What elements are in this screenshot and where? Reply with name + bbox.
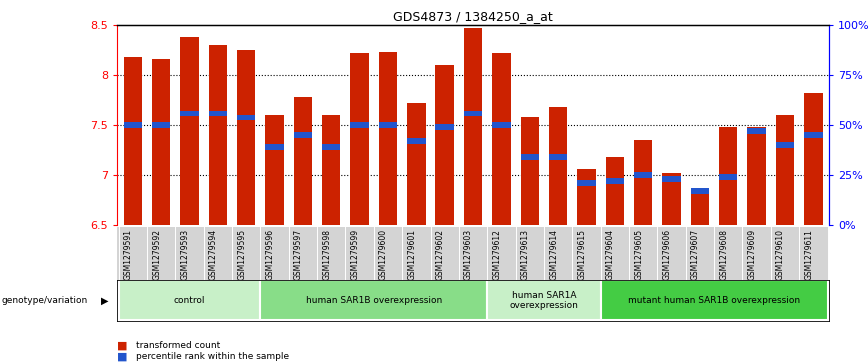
Bar <box>634 172 653 178</box>
Bar <box>606 157 624 225</box>
Text: GSM1279604: GSM1279604 <box>606 229 615 280</box>
Text: genotype/variation: genotype/variation <box>2 296 88 305</box>
Bar <box>322 115 340 225</box>
Bar <box>181 110 199 116</box>
Text: GSM1279591: GSM1279591 <box>124 229 133 280</box>
Text: GSM1279608: GSM1279608 <box>720 229 728 280</box>
Text: ▶: ▶ <box>101 295 108 305</box>
Text: GSM1279607: GSM1279607 <box>691 229 700 280</box>
Text: GSM1279592: GSM1279592 <box>152 229 161 280</box>
Text: GSM1279605: GSM1279605 <box>635 229 643 280</box>
Bar <box>293 97 312 225</box>
Bar <box>577 169 595 225</box>
Bar <box>181 37 199 225</box>
Title: GDS4873 / 1384250_a_at: GDS4873 / 1384250_a_at <box>393 10 553 23</box>
Text: GSM1279601: GSM1279601 <box>407 229 417 280</box>
Text: ■: ■ <box>117 351 128 362</box>
Text: GSM1279615: GSM1279615 <box>577 229 587 280</box>
Bar <box>237 114 255 120</box>
Text: ■: ■ <box>117 340 128 351</box>
Bar <box>237 50 255 225</box>
Bar <box>266 115 284 225</box>
Bar <box>266 144 284 150</box>
Text: mutant human SAR1B overexpression: mutant human SAR1B overexpression <box>628 296 800 305</box>
Bar <box>123 122 142 128</box>
Bar <box>804 93 823 225</box>
Bar <box>577 180 595 186</box>
Bar <box>549 107 568 225</box>
Bar <box>521 154 539 160</box>
Text: human SAR1B overexpression: human SAR1B overexpression <box>306 296 442 305</box>
Bar <box>719 174 738 180</box>
Bar <box>662 176 681 182</box>
Bar <box>464 110 483 116</box>
Bar <box>691 188 709 194</box>
Bar <box>804 132 823 138</box>
Bar <box>351 53 369 225</box>
Text: GSM1279610: GSM1279610 <box>776 229 785 280</box>
Bar <box>119 280 260 321</box>
Bar <box>747 129 766 134</box>
Text: GSM1279603: GSM1279603 <box>464 229 473 280</box>
Bar <box>293 132 312 138</box>
Bar <box>436 65 454 225</box>
Text: control: control <box>174 296 205 305</box>
Bar <box>464 28 483 225</box>
Text: GSM1279611: GSM1279611 <box>805 229 813 280</box>
Text: GSM1279595: GSM1279595 <box>237 229 247 280</box>
Bar <box>378 122 398 128</box>
Text: percentile rank within the sample: percentile rank within the sample <box>136 352 289 361</box>
Bar <box>521 117 539 225</box>
Bar <box>436 125 454 130</box>
Text: GSM1279594: GSM1279594 <box>209 229 218 280</box>
Text: GSM1279599: GSM1279599 <box>351 229 359 280</box>
Bar <box>123 57 142 225</box>
Bar <box>208 110 227 116</box>
Text: GSM1279600: GSM1279600 <box>379 229 388 280</box>
Text: GSM1279597: GSM1279597 <box>294 229 303 280</box>
Bar <box>152 122 170 128</box>
Bar <box>378 52 398 225</box>
Bar <box>601 280 827 321</box>
Bar <box>487 280 601 321</box>
Text: GSM1279602: GSM1279602 <box>436 229 444 280</box>
Bar <box>606 178 624 184</box>
Bar <box>492 122 510 128</box>
Bar <box>407 138 425 144</box>
Text: GSM1279598: GSM1279598 <box>322 229 332 280</box>
Bar <box>691 193 709 225</box>
Bar <box>719 127 738 225</box>
Text: human SAR1A
overexpression: human SAR1A overexpression <box>510 291 578 310</box>
Text: GSM1279596: GSM1279596 <box>266 229 274 280</box>
Bar <box>776 142 794 148</box>
Bar <box>776 115 794 225</box>
Bar <box>747 127 766 225</box>
Text: GSM1279593: GSM1279593 <box>181 229 189 280</box>
Bar <box>208 45 227 225</box>
Text: GSM1279612: GSM1279612 <box>492 229 502 280</box>
Bar <box>407 103 425 225</box>
Bar <box>634 140 653 225</box>
Bar <box>260 280 487 321</box>
Text: GSM1279609: GSM1279609 <box>747 229 757 280</box>
Bar <box>322 144 340 150</box>
Bar <box>351 122 369 128</box>
Text: transformed count: transformed count <box>136 341 220 350</box>
Text: GSM1279614: GSM1279614 <box>549 229 558 280</box>
Bar <box>662 173 681 225</box>
Bar <box>492 53 510 225</box>
Text: GSM1279613: GSM1279613 <box>521 229 529 280</box>
Text: GSM1279606: GSM1279606 <box>662 229 672 280</box>
Bar <box>152 59 170 225</box>
Bar <box>549 154 568 160</box>
